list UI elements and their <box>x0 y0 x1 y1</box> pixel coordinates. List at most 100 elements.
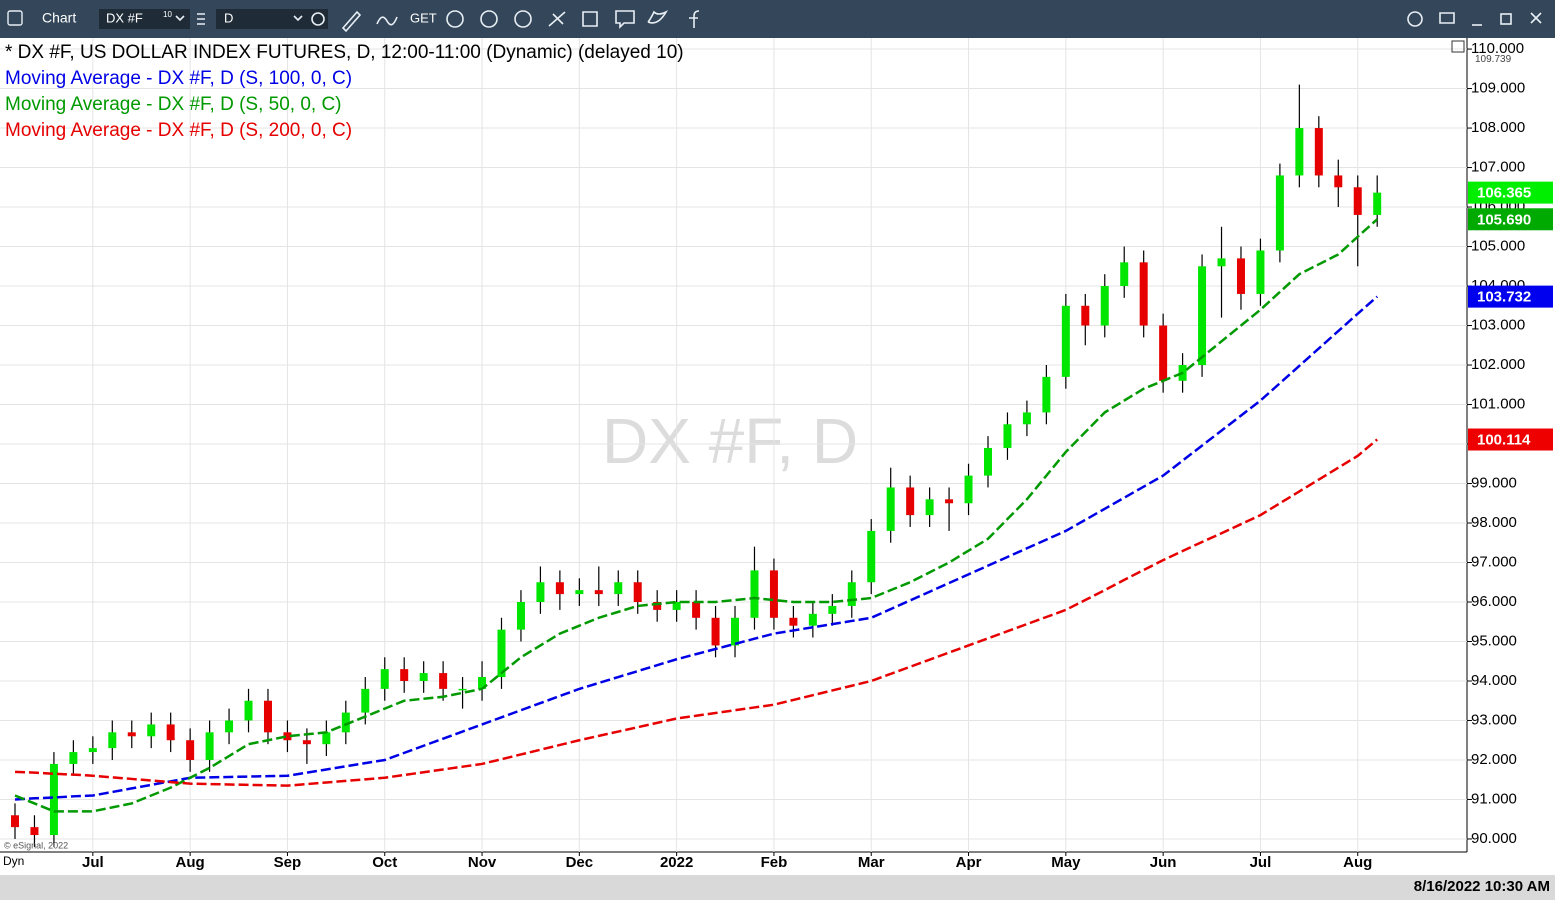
dropdown-arrow[interactable] <box>175 15 185 22</box>
legend-entry: Moving Average - DX #F, D (S, 200, 0, C) <box>5 120 352 141</box>
note-icon[interactable] <box>582 11 598 27</box>
candle-body <box>555 582 564 595</box>
twitter-icon[interactable] <box>647 10 669 24</box>
y-tick-label: 97.000 <box>1471 553 1517 570</box>
candle-body <box>1275 175 1284 251</box>
price-badge-label: 100.114 <box>1477 431 1531 448</box>
t-icon[interactable] <box>480 10 498 28</box>
y-tick-label: 103.000 <box>1471 316 1525 333</box>
candle-body <box>653 601 662 610</box>
y-tick-label: 102.000 <box>1471 356 1525 373</box>
candle-body <box>984 447 992 476</box>
candle-body <box>1334 175 1343 188</box>
grid <box>0 38 1467 852</box>
candle-body <box>886 487 895 531</box>
interval-box[interactable] <box>216 9 328 29</box>
x-tick-label: Aug <box>1343 854 1372 871</box>
corner-icon[interactable] <box>1451 40 1465 53</box>
candle-body <box>30 827 39 836</box>
draw-icon[interactable] <box>341 10 362 33</box>
candle-body <box>302 740 311 745</box>
a-icon[interactable] <box>514 10 532 28</box>
candle-body <box>439 673 448 689</box>
candle-body <box>614 582 623 595</box>
candle-body <box>400 669 409 681</box>
y-tick-label: 107.000 <box>1471 159 1525 176</box>
restore-icon[interactable] <box>1500 13 1512 25</box>
candle-body <box>497 629 506 678</box>
y-tick-label: 98.000 <box>1471 514 1517 531</box>
candle-body <box>536 582 545 602</box>
moving-average <box>14 218 1379 813</box>
candle-body <box>88 748 97 753</box>
x-tick-label: Apr <box>956 854 982 871</box>
candle-body <box>1314 128 1323 176</box>
candle-body <box>1373 192 1382 215</box>
y-tick-label: 94.000 <box>1471 672 1517 689</box>
candle-body <box>964 475 973 504</box>
candle-body <box>594 590 603 595</box>
candle-body <box>69 752 78 764</box>
menu-icon[interactable] <box>197 13 205 25</box>
y-tick-label: 105.000 <box>1471 238 1525 255</box>
candle-body <box>906 487 915 516</box>
price-badge-label: 105.690 <box>1477 211 1531 228</box>
y-tick-label: 92.000 <box>1471 751 1517 768</box>
y-tick-label: 109.000 <box>1471 80 1525 97</box>
candle-body <box>692 601 701 618</box>
candle-body <box>1256 250 1265 294</box>
chart-icon <box>7 10 23 26</box>
candle-body <box>575 590 584 595</box>
candle-body <box>225 720 234 733</box>
window-title: Chart <box>42 10 76 26</box>
candle-body <box>633 582 642 602</box>
candle-body <box>789 617 798 626</box>
candle-body <box>808 613 817 626</box>
candle-body <box>769 570 778 618</box>
tool-icon[interactable] <box>548 11 566 27</box>
help-icon[interactable] <box>1407 11 1423 27</box>
status-bar <box>0 875 1555 900</box>
clock-icon[interactable] <box>311 12 325 26</box>
watermark: DX #F, D <box>602 405 858 477</box>
link-icon[interactable] <box>1439 12 1455 24</box>
candle-body <box>458 688 467 691</box>
get-button[interactable]: GET <box>410 10 437 25</box>
price-badge-label: 106.365 <box>1477 185 1531 202</box>
candle-body <box>361 688 370 713</box>
y-tick-label: 93.000 <box>1471 711 1517 728</box>
study-icon[interactable] <box>376 16 398 26</box>
candle-body <box>1353 187 1362 215</box>
candle-body <box>49 763 58 836</box>
x-tick-label: Jun <box>1150 854 1177 871</box>
symbol-box[interactable] <box>99 9 190 29</box>
candle-body <box>867 530 876 583</box>
candle-body <box>1081 305 1090 326</box>
interval[interactable]: D <box>224 10 233 25</box>
candle-body <box>1003 424 1012 448</box>
comment-icon[interactable] <box>615 10 635 29</box>
b-icon[interactable] <box>446 10 464 28</box>
candle-body <box>283 732 292 741</box>
close-icon[interactable] <box>1530 12 1542 24</box>
symbol[interactable]: DX #F <box>106 10 143 25</box>
candle-body <box>847 582 856 606</box>
y-tick-label: 91.000 <box>1471 790 1517 807</box>
dropdown-arrow[interactable] <box>293 15 303 22</box>
price-badge-label: 103.732 <box>1477 289 1531 306</box>
x-tick-label: Sep <box>274 854 302 871</box>
candle-body <box>127 732 136 737</box>
candle-body <box>419 673 428 681</box>
candle-body <box>828 605 837 614</box>
range-high-label: 109.739 <box>1475 54 1512 65</box>
moving-average <box>14 295 1379 801</box>
candle-body <box>380 669 389 689</box>
x-tick-label: Jul <box>1250 854 1272 871</box>
candle-body <box>1139 262 1148 326</box>
candle-body <box>205 732 214 760</box>
x-tick-label: May <box>1051 854 1081 871</box>
facebook-icon[interactable] <box>689 10 700 28</box>
candle-body <box>925 499 934 516</box>
price-badge <box>1468 208 1553 231</box>
candle-body <box>147 724 156 737</box>
